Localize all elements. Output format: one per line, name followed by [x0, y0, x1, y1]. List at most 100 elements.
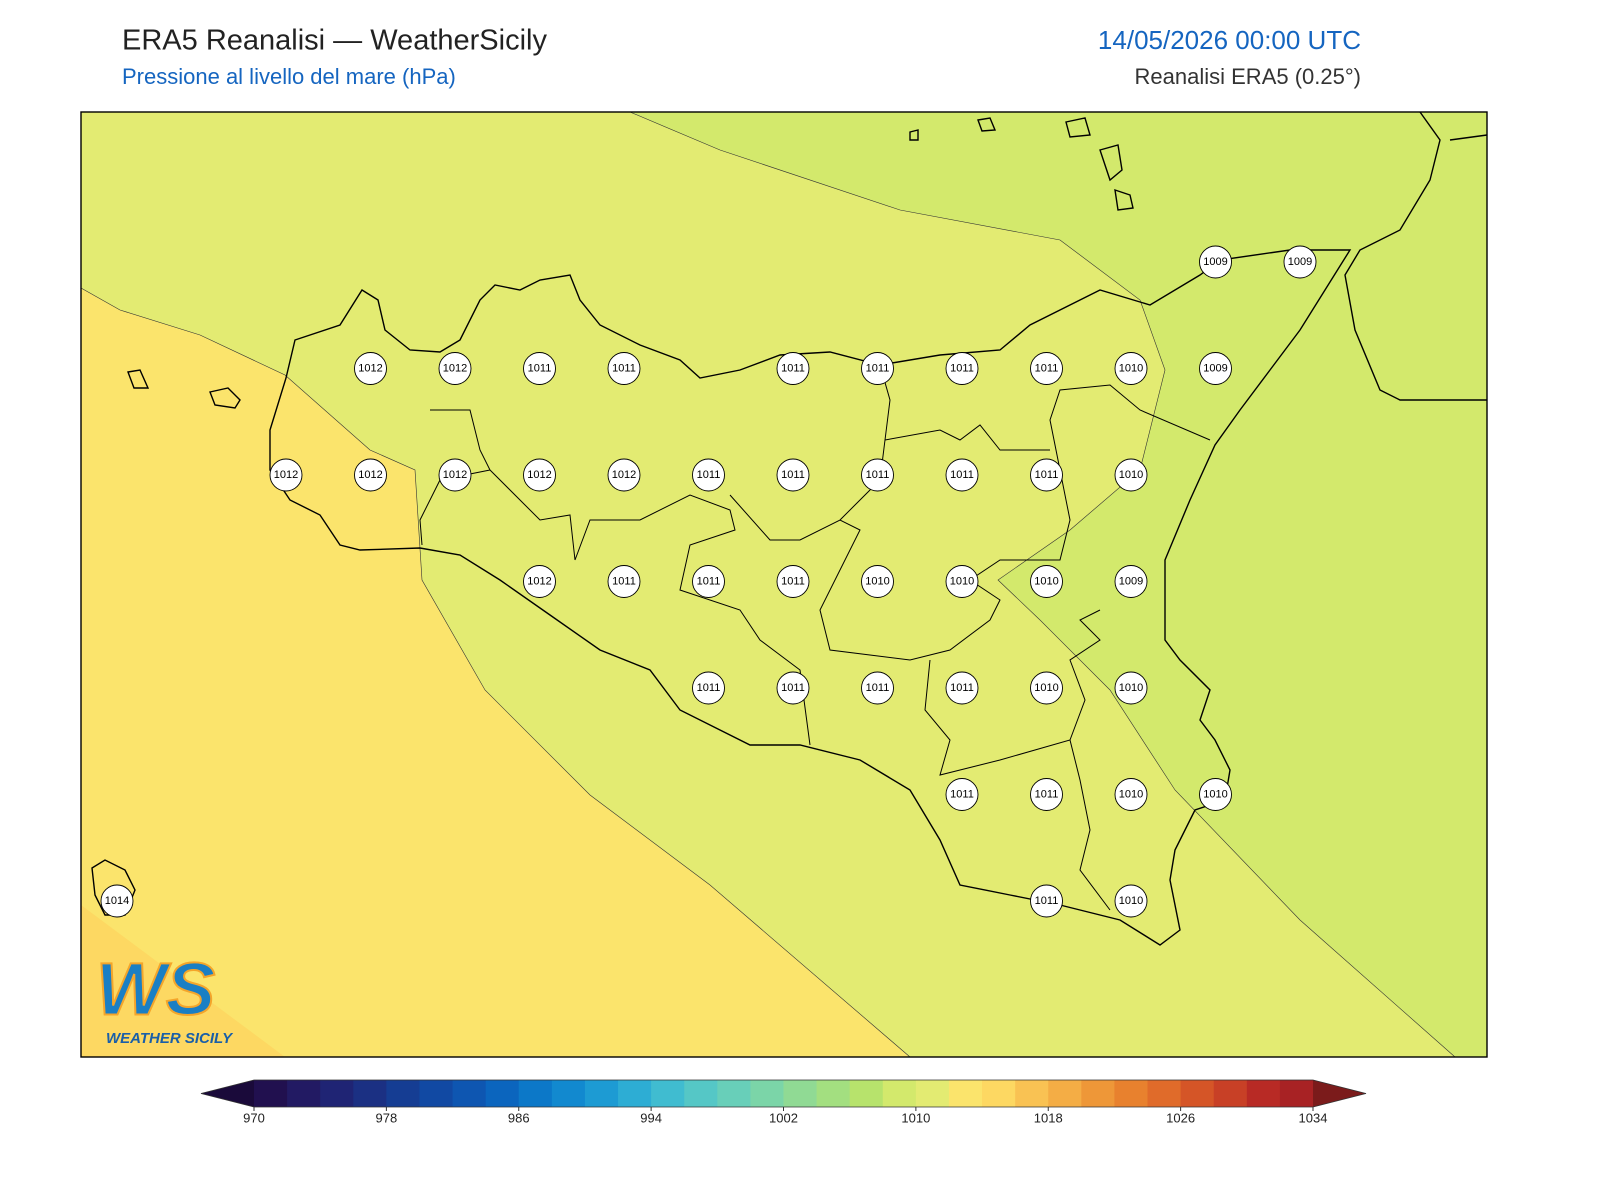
station-marker	[607, 565, 641, 598]
station-marker	[354, 458, 387, 492]
colorbar-extend-high	[1313, 1080, 1366, 1107]
station-value: 1011	[950, 469, 974, 481]
station-marker	[1030, 565, 1063, 598]
sicily-coast	[269, 249, 1352, 946]
colorbar-bin	[419, 1080, 454, 1107]
station-value: 1011	[866, 362, 890, 374]
colorbar-bin	[1048, 1080, 1082, 1107]
station-marker	[776, 458, 810, 492]
logo: WS WEATHER SICILY	[95, 947, 234, 1047]
pressure-zone	[81, 905, 285, 1057]
station-value: 1010	[1119, 469, 1143, 481]
station-marker	[861, 352, 894, 385]
station-marker	[354, 352, 387, 385]
station-value: 1011	[950, 362, 974, 374]
colorbar-bin	[254, 1080, 288, 1107]
colorbar-bin	[485, 1080, 520, 1107]
station-marker	[1030, 778, 1063, 811]
colorbar-bin	[717, 1080, 751, 1107]
colorbar-bin	[1180, 1080, 1215, 1107]
logo-mark: WS	[96, 948, 215, 1031]
title: ERA5 Reanalisi — WeatherSicily	[122, 25, 547, 57]
station-marker	[438, 352, 472, 385]
colorbar-bin	[452, 1080, 487, 1107]
station-marker	[523, 565, 556, 598]
station-value: 1011	[781, 682, 805, 694]
station-value: 1012	[612, 469, 636, 481]
station-value: 1014	[105, 895, 129, 907]
station-value: 1010	[1119, 362, 1143, 374]
station-value: 1011	[612, 575, 636, 587]
station-value: 1010	[1119, 895, 1143, 907]
colorbar-bin	[651, 1080, 685, 1107]
station-marker	[945, 778, 979, 811]
station-value: 1011	[1035, 895, 1059, 907]
station-marker	[776, 352, 810, 385]
station-marker	[945, 671, 979, 705]
station-value: 1011	[781, 575, 805, 587]
map-frame	[80, 111, 1488, 1058]
station-marker	[1114, 458, 1148, 492]
station-value: 1011	[866, 469, 890, 481]
colorbar-bin	[684, 1080, 718, 1107]
station-value: 1011	[950, 682, 974, 694]
colorbar-tick-label: 970	[243, 1110, 265, 1125]
station-value: 1012	[358, 469, 382, 481]
station-marker	[945, 565, 979, 598]
station-marker	[776, 671, 810, 705]
station-value: 1012	[527, 575, 551, 587]
colorbar-tick-label: 1018	[1034, 1110, 1063, 1125]
station-value: 1010	[1203, 788, 1227, 800]
station-marker	[100, 884, 134, 918]
colorbar-bin	[1213, 1080, 1248, 1107]
station-marker	[692, 565, 725, 598]
station-marker	[269, 458, 303, 492]
colorbar-bin	[1015, 1080, 1049, 1107]
station-marker	[692, 671, 725, 705]
station-value: 1011	[1035, 788, 1059, 800]
colorbar-bin	[982, 1080, 1016, 1107]
colorbar-tick-label: 986	[508, 1110, 530, 1125]
station-value: 1009	[1288, 256, 1312, 268]
colorbar-bin	[584, 1080, 619, 1107]
colorbar-tick-label: 994	[640, 1110, 662, 1125]
colorbar-bin	[750, 1080, 784, 1107]
station-value: 1010	[950, 575, 974, 587]
station-marker	[945, 458, 979, 492]
contour-line	[80, 287, 911, 1058]
calabria-coast	[1344, 111, 1487, 401]
colorbar-bin	[849, 1080, 884, 1107]
colorbar-bin	[618, 1080, 652, 1107]
station-value: 1011	[781, 469, 805, 481]
station-marker	[861, 671, 894, 705]
station-marker	[1030, 884, 1063, 918]
station-marker	[1114, 671, 1148, 705]
station-value: 1010	[1119, 788, 1143, 800]
calabria-coast	[1449, 134, 1488, 141]
station-value: 1011	[697, 469, 721, 481]
island	[91, 117, 1134, 916]
station-value: 1011	[950, 788, 974, 800]
colorbar-bin	[287, 1080, 321, 1107]
colorbar-bin	[882, 1080, 917, 1107]
station-value: 1010	[1119, 682, 1143, 694]
colorbar-bin	[948, 1080, 983, 1107]
colorbar-bin	[386, 1080, 420, 1107]
station-marker	[607, 352, 641, 385]
station-marker	[607, 458, 641, 492]
colorbar-bin	[1114, 1080, 1149, 1107]
station-value: 1009	[1203, 256, 1227, 268]
station-value: 1010	[865, 575, 889, 587]
colorbar-bin	[816, 1080, 851, 1107]
station-value: 1011	[697, 575, 721, 587]
station-marker	[945, 352, 979, 385]
logo-name: WEATHER SICILY	[106, 1030, 234, 1047]
station-value: 1012	[358, 362, 382, 374]
station-value: 1011	[697, 682, 721, 694]
station-marker	[1114, 778, 1148, 811]
station-marker	[1283, 245, 1317, 279]
station-marker	[523, 352, 556, 385]
station-value: 1009	[1119, 575, 1143, 587]
station-value: 1009	[1203, 362, 1227, 374]
